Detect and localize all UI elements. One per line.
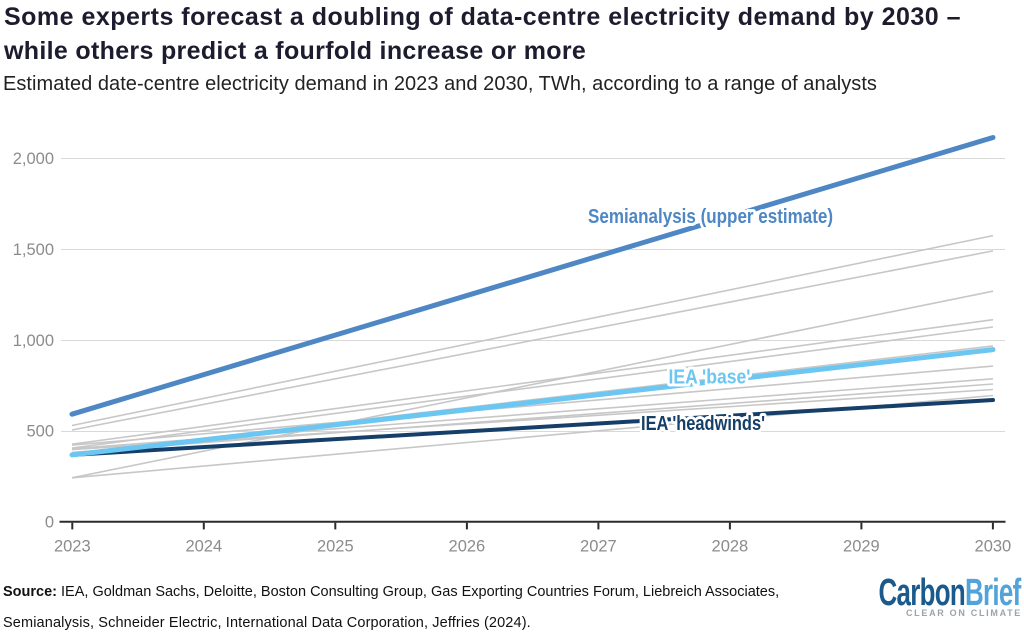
svg-text:2024: 2024: [185, 538, 222, 556]
svg-text:2029: 2029: [843, 538, 880, 556]
svg-text:2028: 2028: [712, 538, 749, 556]
svg-text:2025: 2025: [317, 538, 354, 556]
svg-text:Semianalysis (upper estimate): Semianalysis (upper estimate): [588, 206, 833, 228]
svg-text:0: 0: [45, 514, 54, 532]
svg-text:IEA 'base': IEA 'base': [669, 367, 751, 389]
svg-text:IEA 'headwinds': IEA 'headwinds': [641, 413, 765, 435]
svg-text:2026: 2026: [449, 538, 486, 556]
svg-text:IEA 'headwinds': IEA 'headwinds': [641, 413, 765, 435]
svg-text:1,500: 1,500: [13, 241, 54, 259]
svg-text:2,000: 2,000: [13, 150, 54, 168]
svg-text:2027: 2027: [580, 538, 617, 556]
svg-text:2023: 2023: [54, 538, 91, 556]
svg-text:500: 500: [26, 423, 54, 441]
svg-text:Semianalysis (upper estimate): Semianalysis (upper estimate): [588, 206, 833, 228]
svg-text:IEA 'base': IEA 'base': [669, 367, 751, 389]
svg-text:1,000: 1,000: [13, 332, 54, 350]
svg-text:2030: 2030: [975, 538, 1012, 556]
